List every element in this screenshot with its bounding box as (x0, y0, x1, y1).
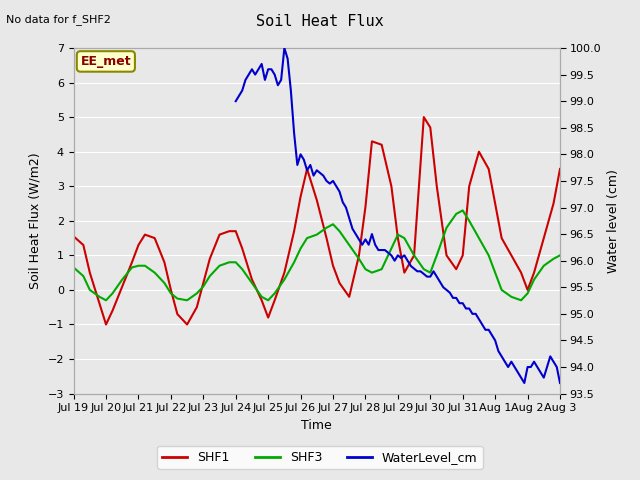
Y-axis label: Water level (cm): Water level (cm) (607, 169, 620, 273)
Text: Soil Heat Flux: Soil Heat Flux (256, 14, 384, 29)
Text: EE_met: EE_met (81, 55, 131, 68)
X-axis label: Time: Time (301, 419, 332, 432)
Text: No data for f_SHF2: No data for f_SHF2 (6, 14, 111, 25)
Y-axis label: Soil Heat Flux (W/m2): Soil Heat Flux (W/m2) (29, 153, 42, 289)
Legend: SHF1, SHF3, WaterLevel_cm: SHF1, SHF3, WaterLevel_cm (157, 446, 483, 469)
